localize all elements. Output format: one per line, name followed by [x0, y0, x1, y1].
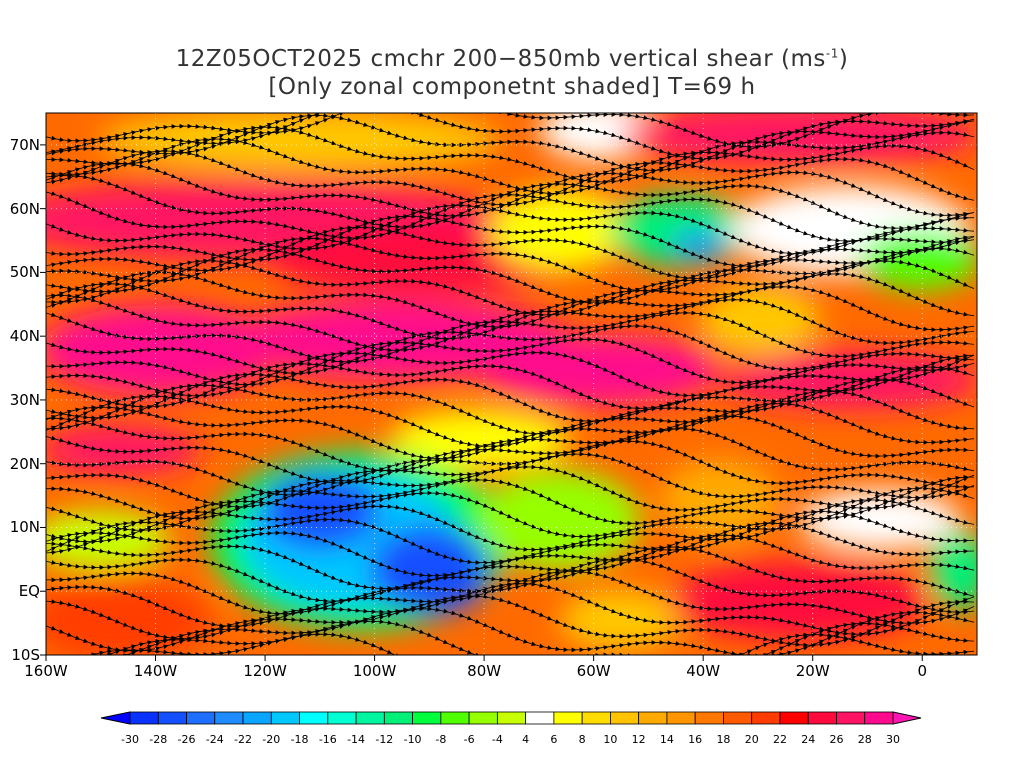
colorbar-box [214, 711, 244, 725]
colorbar-over-arrow [892, 711, 922, 725]
shaded-field [46, 113, 977, 655]
lon-label: 160W [24, 662, 68, 680]
colorbar-box [383, 711, 413, 725]
title-superscript: -1 [825, 46, 839, 61]
colorbar-box [157, 711, 187, 725]
lon-label: 20W [795, 662, 830, 680]
colorbar-box [525, 711, 555, 725]
colorbar-label: 14 [659, 733, 674, 746]
title-text: 12Z05OCT2025 cmchr 200−850mb vertical sh… [175, 46, 826, 72]
lon-label: 60W [576, 662, 611, 680]
graticule [46, 113, 977, 655]
colorbar-label: 20 [744, 733, 759, 746]
title-paren: ) [838, 46, 849, 72]
colorbar-box [581, 711, 611, 725]
lat-label: EQ [18, 582, 40, 601]
colorbar-box [468, 711, 498, 725]
colorbar-box [553, 711, 583, 725]
colorbar-label: 6 [550, 733, 558, 746]
colorbar-box [779, 711, 809, 725]
lat-label: 70N [9, 135, 40, 154]
plot-frame [45, 112, 978, 656]
colorbar-label: 10 [603, 733, 618, 746]
colorbar-label: -12 [375, 733, 394, 746]
colorbar-label: 12 [631, 733, 646, 746]
streamlines [46, 113, 975, 655]
colorbar-label: 16 [688, 733, 703, 746]
lon-label: 80W [467, 662, 502, 680]
lon-label: 0 [917, 662, 928, 680]
colorbar-label: -16 [318, 733, 337, 746]
colorbar-label: -22 [234, 733, 253, 746]
colorbar-label: -24 [205, 733, 224, 746]
colorbar-box [496, 711, 527, 725]
colorbar-label: 26 [829, 733, 844, 746]
colorbar-box [836, 711, 866, 725]
colorbar-label: -28 [149, 733, 168, 746]
colorbar-box [807, 711, 837, 725]
colorbar-box [864, 711, 894, 725]
chart-title-line1: 12Z05OCT2025 cmchr 200−850mb vertical sh… [0, 46, 1024, 72]
colorbar-box [638, 711, 668, 725]
colorbar-box [327, 711, 357, 725]
lon-label: 40W [686, 662, 721, 680]
colorbar-box [186, 711, 216, 725]
colorbar-label: 24 [801, 733, 816, 746]
colorbar-label: 30 [886, 733, 900, 746]
lat-label: 60N [9, 199, 40, 218]
colorbar-label: -20 [262, 733, 281, 746]
colorbar-label: -14 [347, 733, 366, 746]
streamline [50, 631, 975, 655]
colorbar-label: 18 [716, 733, 731, 746]
colorbar-box [723, 711, 753, 725]
lat-label: 10N [9, 518, 40, 537]
colorbar-box [440, 711, 470, 725]
colorbar-label: -4 [491, 733, 503, 746]
colorbar-label: -18 [290, 733, 309, 746]
colorbar-label: 8 [578, 733, 586, 746]
colorbar-box [412, 711, 442, 725]
colorbar-label: -6 [463, 733, 475, 746]
lat-label: 20N [9, 454, 40, 473]
lon-label: 140W [133, 662, 178, 680]
lat-label: 50N [9, 263, 40, 282]
colorbar-under-arrow [100, 711, 131, 725]
colorbar [100, 711, 922, 725]
lat-label: 30N [9, 390, 40, 409]
colorbar-label: -30 [121, 733, 139, 746]
colorbar-box [299, 711, 329, 725]
lon-label: 120W [243, 662, 287, 680]
colorbar-box [694, 711, 724, 725]
axis-ticks [40, 144, 923, 661]
lat-label: 10S [11, 646, 40, 664]
colorbar-label: -26 [177, 733, 196, 746]
colorbar-label: -10 [403, 733, 422, 746]
lon-label: 100W [352, 662, 397, 680]
lat-label: 40N [9, 327, 40, 346]
colorbar-box [666, 711, 696, 725]
colorbar-label: 4 [522, 733, 530, 746]
colorbar-box [751, 711, 781, 725]
colorbar-box [129, 711, 159, 725]
chart-title-line2: [Only zonal componetnt shaded] T=69 h [268, 74, 756, 100]
colorbar-box [270, 711, 300, 725]
colorbar-box [242, 711, 272, 725]
colorbar-label: 28 [857, 733, 872, 746]
colorbar-box [610, 711, 640, 725]
colorbar-box [355, 711, 385, 725]
colorbar-label: 22 [772, 733, 787, 746]
colorbar-label: -8 [435, 733, 447, 746]
